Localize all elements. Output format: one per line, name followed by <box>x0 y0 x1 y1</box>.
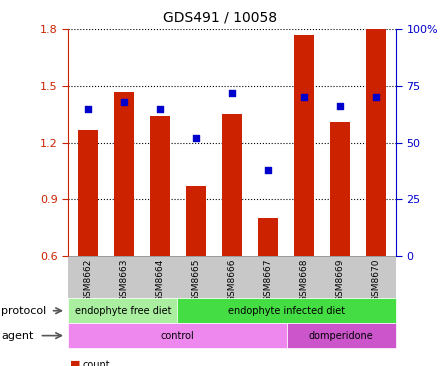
Bar <box>366 29 386 256</box>
Text: endophyte infected diet: endophyte infected diet <box>228 306 345 316</box>
Bar <box>186 186 206 256</box>
Bar <box>294 35 314 256</box>
Bar <box>330 122 350 256</box>
Text: count: count <box>82 359 110 366</box>
Text: agent: agent <box>1 330 34 341</box>
Point <box>264 167 271 173</box>
Point <box>229 90 236 96</box>
Text: GDS491 / 10058: GDS491 / 10058 <box>163 11 277 25</box>
Text: domperidone: domperidone <box>309 330 374 341</box>
Point <box>157 106 164 112</box>
Bar <box>258 219 278 256</box>
Bar <box>222 115 242 256</box>
Text: endophyte free diet: endophyte free diet <box>75 306 171 316</box>
Text: ■: ■ <box>70 359 81 366</box>
Point <box>193 135 200 141</box>
Point <box>373 94 380 100</box>
Text: control: control <box>161 330 194 341</box>
Bar <box>78 130 98 256</box>
Point <box>121 99 128 105</box>
Point <box>84 106 92 112</box>
Bar <box>114 92 134 256</box>
Point <box>337 104 344 109</box>
Bar <box>150 116 170 256</box>
Text: protocol: protocol <box>1 306 47 316</box>
Point <box>301 94 308 100</box>
